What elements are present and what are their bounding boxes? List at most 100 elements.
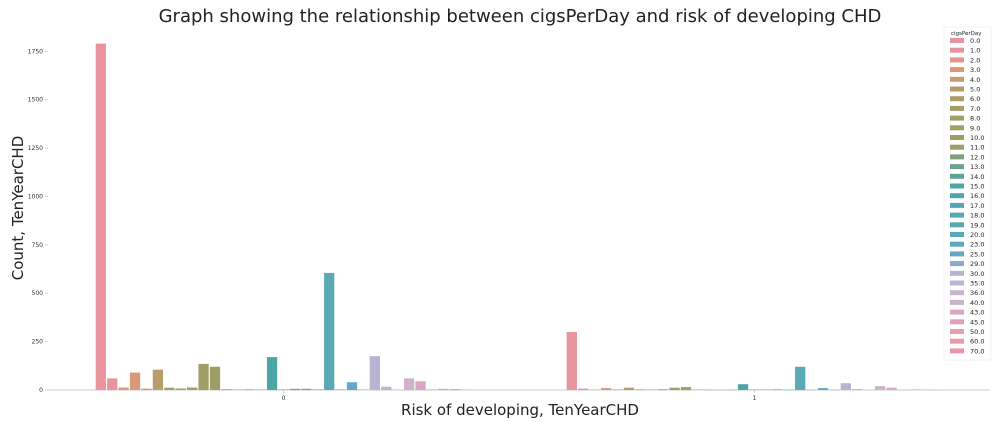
legend-label: 60.0 bbox=[970, 338, 984, 346]
legend-label: 16.0 bbox=[970, 192, 984, 200]
bar bbox=[449, 389, 460, 390]
legend-swatch bbox=[950, 270, 964, 276]
bar bbox=[658, 389, 669, 390]
y-tick-label: 750 bbox=[32, 242, 44, 249]
bar bbox=[817, 388, 829, 390]
legend-label: 6.0 bbox=[970, 95, 980, 103]
legend-label: 7.0 bbox=[970, 105, 980, 113]
legend-swatch bbox=[950, 164, 964, 170]
bar bbox=[209, 366, 221, 390]
legend-label: 1.0 bbox=[970, 47, 980, 55]
legend: cigsPerDay 0.0 1.02.0 3.0 4.0 5.06.0 7.0 8.09.… bbox=[943, 26, 992, 361]
legend-label: 20.0 bbox=[970, 231, 984, 239]
bar bbox=[164, 387, 175, 390]
bar bbox=[772, 389, 783, 390]
legend-label: 35.0 bbox=[970, 280, 984, 288]
y-axis-label: Count, TenYearCHD bbox=[9, 136, 27, 281]
legend-swatch bbox=[950, 222, 964, 228]
legend-label: 11.0 bbox=[970, 144, 984, 152]
bar bbox=[289, 388, 301, 390]
bar bbox=[266, 357, 278, 390]
bar bbox=[324, 272, 335, 390]
legend-label: 17.0 bbox=[970, 202, 984, 210]
bar bbox=[152, 369, 164, 390]
bar bbox=[198, 363, 209, 390]
legend-swatch bbox=[950, 261, 964, 267]
bar bbox=[886, 387, 897, 390]
legend-label: 14.0 bbox=[970, 173, 984, 181]
legend-label: 0.0 bbox=[970, 37, 980, 45]
chart-title: Graph showing the relationship between c… bbox=[159, 6, 882, 27]
legend-label: 29.0 bbox=[970, 260, 984, 268]
legend-label: 40.0 bbox=[970, 299, 984, 307]
legend-swatch bbox=[950, 232, 964, 237]
bar bbox=[95, 43, 106, 390]
bar bbox=[737, 384, 749, 390]
bar bbox=[301, 388, 312, 390]
legend-swatch bbox=[950, 144, 964, 150]
legend-swatch bbox=[950, 105, 964, 111]
legend-label: 3.0 bbox=[970, 66, 980, 74]
legend-swatch bbox=[950, 299, 964, 305]
legend-swatch bbox=[950, 154, 964, 160]
bar bbox=[612, 389, 623, 390]
legend-label: 8.0 bbox=[970, 115, 980, 123]
bar bbox=[852, 389, 863, 390]
legend-swatch bbox=[950, 173, 964, 179]
legend-swatch bbox=[950, 47, 964, 53]
legend-label: 45.0 bbox=[970, 318, 984, 326]
legend-label: 5.0 bbox=[970, 86, 980, 94]
bar bbox=[840, 383, 851, 390]
legend-swatch bbox=[950, 348, 964, 354]
bar bbox=[335, 389, 346, 390]
legend-label: 10.0 bbox=[970, 134, 984, 142]
legend-swatch bbox=[950, 57, 964, 63]
bar bbox=[187, 387, 198, 390]
bar bbox=[221, 389, 232, 390]
bar bbox=[566, 331, 577, 390]
legend-label: 9.0 bbox=[970, 124, 980, 132]
legend-label: 43.0 bbox=[970, 309, 984, 317]
bar bbox=[669, 387, 680, 390]
x-axis-label: Risk of developing, TenYearCHD bbox=[401, 401, 639, 419]
legend-label: 30.0 bbox=[970, 270, 984, 278]
legend-swatch bbox=[950, 135, 964, 140]
legend-swatch bbox=[950, 338, 964, 344]
y-tick-label: 1500 bbox=[28, 97, 43, 104]
bar bbox=[438, 388, 449, 390]
y-axis-ticks: 0 250 500 750 1000 1250 1500 1750 bbox=[28, 48, 48, 394]
legend-label: 19.0 bbox=[970, 221, 984, 229]
bar bbox=[278, 389, 289, 390]
y-tick-label: 500 bbox=[32, 290, 44, 297]
legend-swatch bbox=[950, 86, 964, 92]
bar bbox=[175, 388, 186, 390]
legend-swatch bbox=[950, 251, 964, 257]
bar bbox=[403, 378, 415, 390]
bar bbox=[312, 389, 323, 390]
legend-swatch bbox=[950, 241, 964, 247]
y-tick-label: 1000 bbox=[28, 193, 43, 200]
bar bbox=[635, 389, 646, 390]
y-tick-label: 250 bbox=[32, 339, 44, 346]
legend-label: 2.0 bbox=[970, 56, 980, 64]
legend-swatch bbox=[950, 193, 964, 199]
bar bbox=[129, 372, 141, 390]
legend-swatch bbox=[950, 280, 964, 286]
legend-label: 4.0 bbox=[970, 76, 980, 84]
y-tick-label: 1250 bbox=[28, 145, 43, 152]
legend-swatch bbox=[950, 115, 964, 121]
legend-swatch bbox=[950, 38, 964, 43]
bar bbox=[426, 389, 438, 390]
legend-swatch bbox=[950, 329, 964, 334]
bar bbox=[107, 378, 118, 390]
legend-label: 25.0 bbox=[970, 250, 984, 258]
legend-swatch bbox=[950, 309, 964, 315]
bar bbox=[795, 366, 806, 390]
legend-label: 36.0 bbox=[970, 289, 984, 297]
legend-swatch bbox=[950, 212, 964, 218]
bar bbox=[623, 387, 635, 390]
bar bbox=[346, 382, 358, 390]
y-tick-label: 1750 bbox=[28, 48, 43, 55]
